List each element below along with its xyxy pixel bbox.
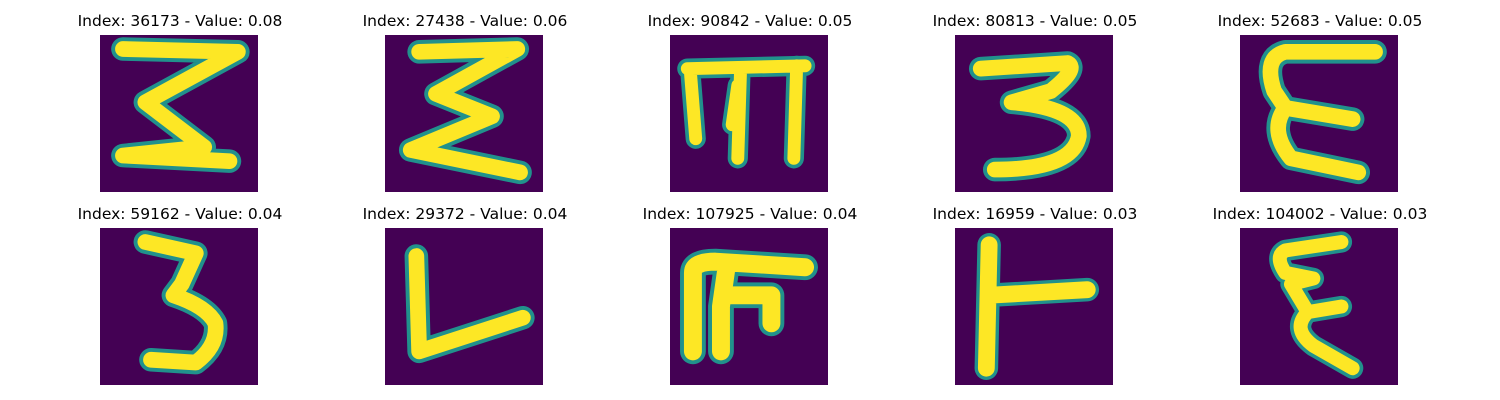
panel-title: Index: 104002 - Value: 0.03	[1212, 205, 1428, 223]
digit-image	[670, 35, 828, 192]
panel-6: Index: 59162 - Value: 0.04	[30, 193, 330, 386]
digit-image	[385, 35, 543, 192]
panel-7: Index: 29372 - Value: 0.04	[315, 193, 615, 386]
digit-image	[955, 228, 1113, 385]
panel-title: Index: 16959 - Value: 0.03	[932, 205, 1138, 223]
panel-title: Index: 90842 - Value: 0.05	[647, 12, 853, 30]
panel-2: Index: 27438 - Value: 0.06	[315, 0, 615, 193]
panel-title: Index: 59162 - Value: 0.04	[77, 205, 283, 223]
panel-8: Index: 107925 - Value: 0.04	[600, 193, 900, 386]
panel-title: Index: 52683 - Value: 0.05	[1217, 12, 1423, 30]
panel-title: Index: 29372 - Value: 0.04	[362, 205, 568, 223]
panel-title: Index: 36173 - Value: 0.08	[77, 12, 283, 30]
digit-image	[1240, 228, 1398, 385]
panel-5: Index: 52683 - Value: 0.05	[1170, 0, 1470, 193]
digit-image	[385, 228, 543, 385]
digit-image	[100, 35, 258, 192]
panel-4: Index: 80813 - Value: 0.05	[885, 0, 1185, 193]
panel-title: Index: 107925 - Value: 0.04	[642, 205, 858, 223]
digit-image	[1240, 35, 1398, 192]
panel-title: Index: 27438 - Value: 0.06	[362, 12, 568, 30]
panel-title: Index: 80813 - Value: 0.05	[932, 12, 1138, 30]
panel-3: Index: 90842 - Value: 0.05	[600, 0, 900, 193]
digit-image	[955, 35, 1113, 192]
panel-9: Index: 16959 - Value: 0.03	[885, 193, 1185, 386]
digit-image	[670, 228, 828, 385]
digit-image	[100, 228, 258, 385]
panel-10: Index: 104002 - Value: 0.03	[1170, 193, 1470, 386]
panel-1: Index: 36173 - Value: 0.08	[30, 0, 330, 193]
